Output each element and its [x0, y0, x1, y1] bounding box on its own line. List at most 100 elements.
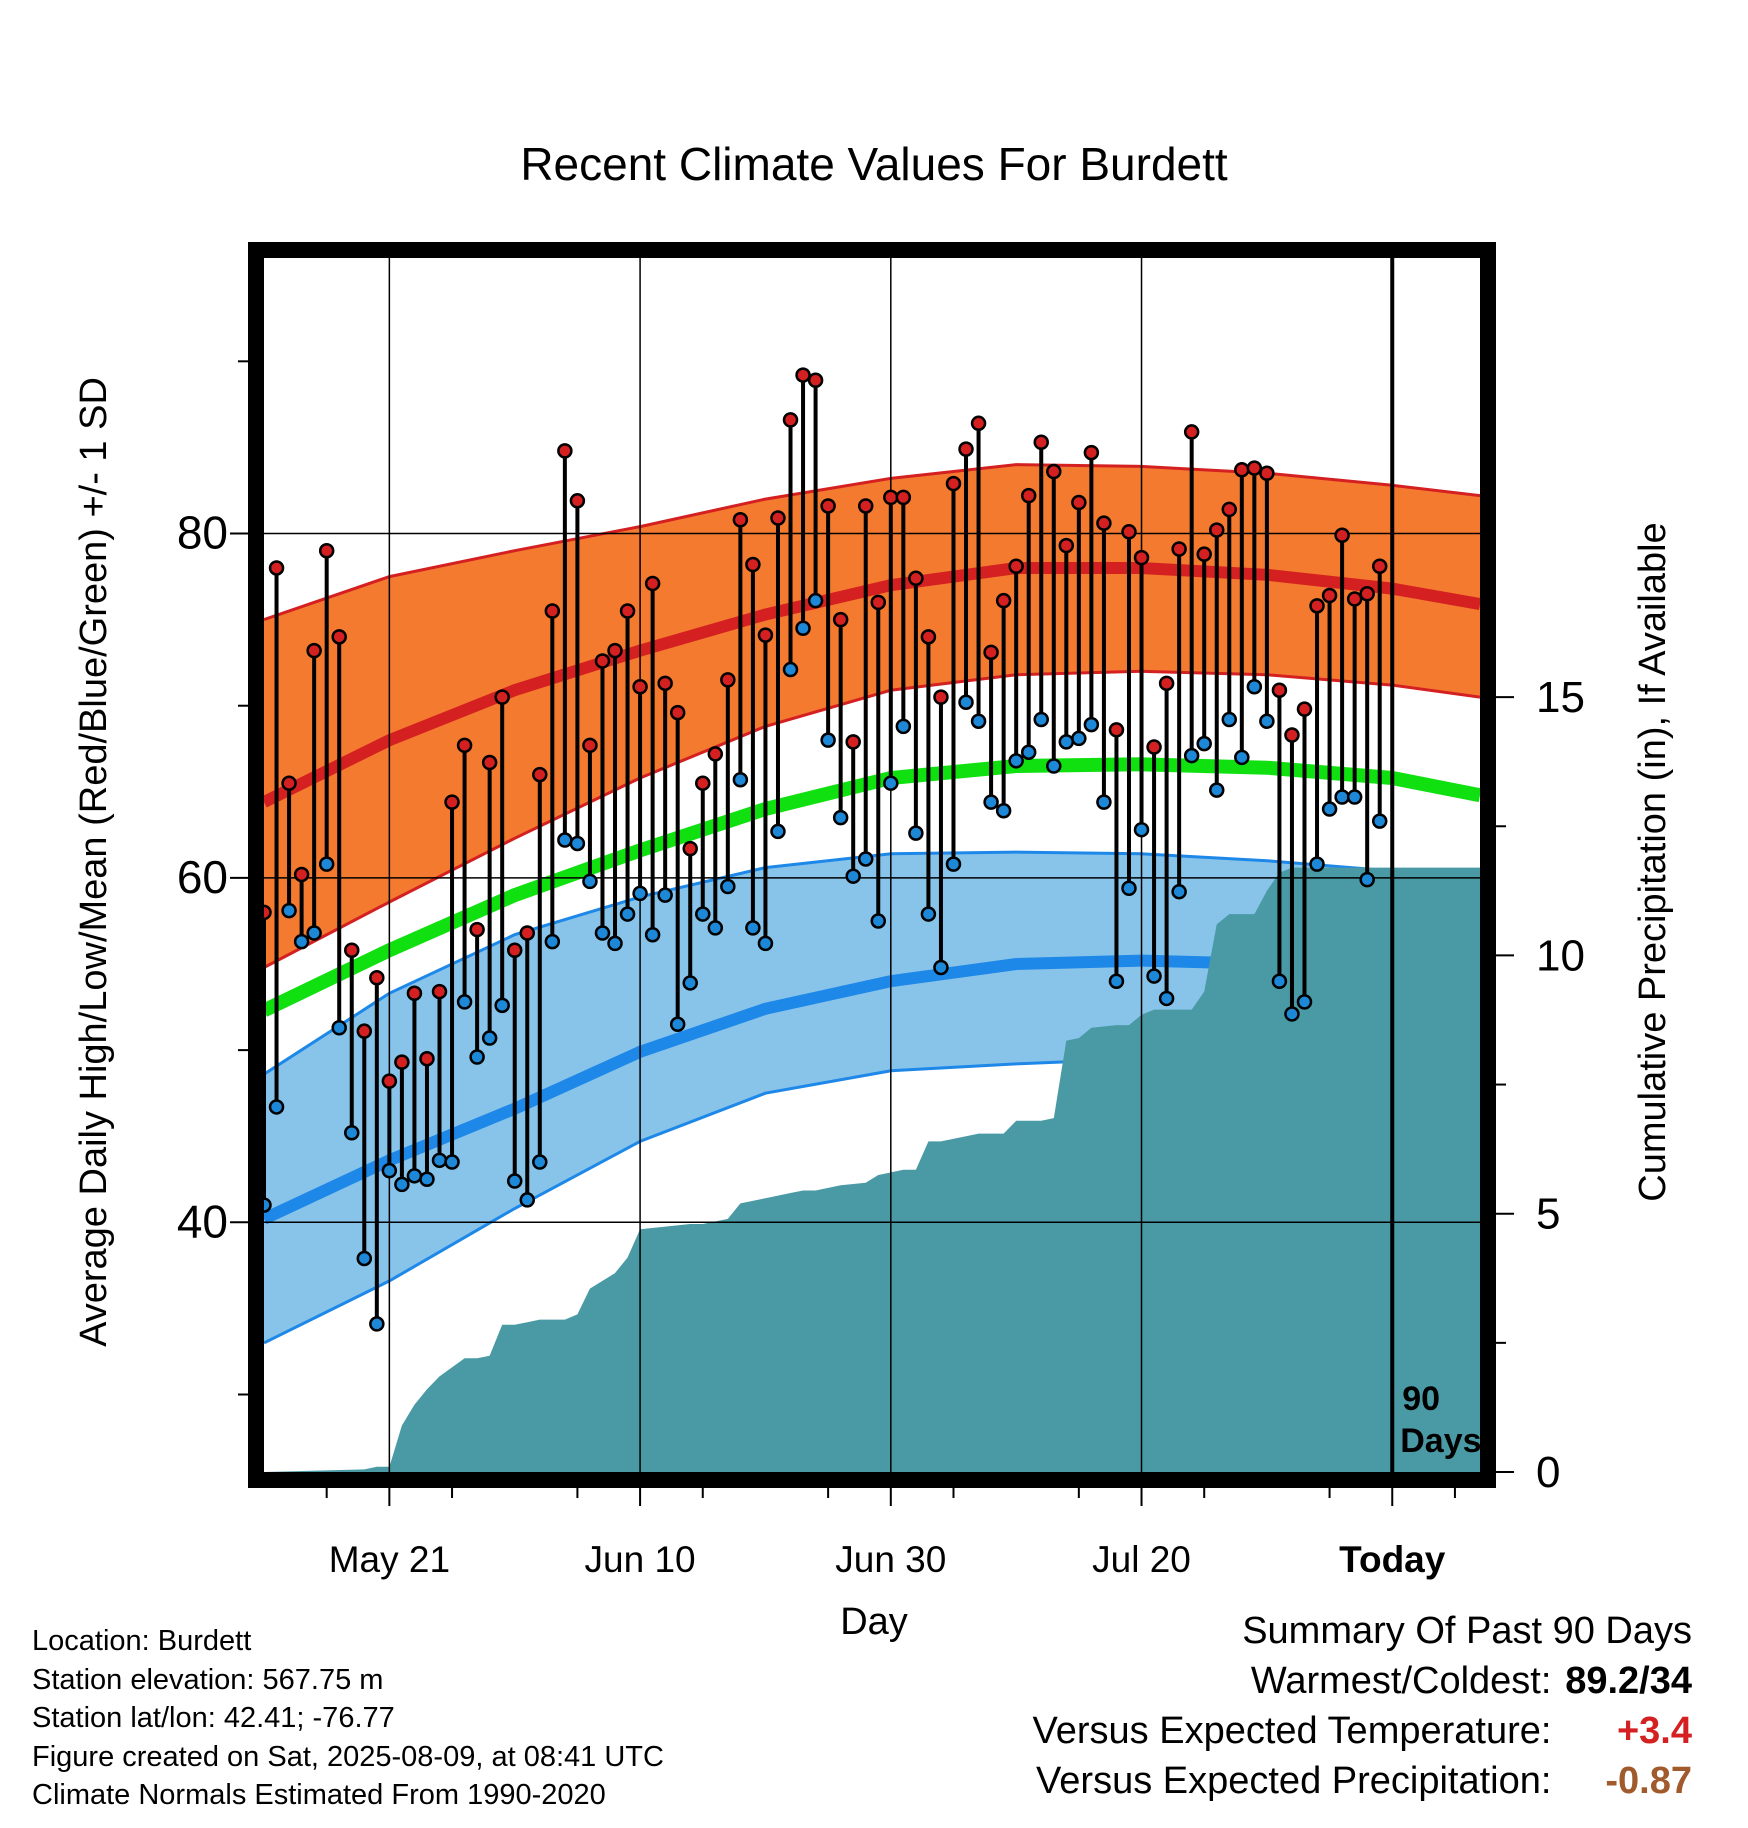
daily-low-point — [532, 1154, 548, 1170]
daily-low-point — [369, 1316, 385, 1332]
daily-high-point — [306, 642, 322, 659]
daily-low-point — [1083, 716, 1100, 733]
daily-high-point — [1046, 463, 1062, 480]
daily-high-point — [569, 493, 586, 509]
warmest-coldest-value: 89.2/34 — [1565, 1660, 1692, 1702]
daily-high-point — [1359, 586, 1375, 602]
daily-high-point — [444, 794, 460, 810]
summary-temp: Versus Expected Temperature: +3.4 — [1033, 1706, 1692, 1756]
daily-low-point — [1020, 744, 1037, 760]
daily-high-point — [494, 689, 510, 705]
daily-high-point — [1008, 558, 1024, 574]
daily-high-point — [1121, 524, 1137, 540]
daily-high-point — [1196, 546, 1212, 562]
daily-high-point — [481, 754, 498, 771]
y-tick-label: 80 — [177, 507, 228, 559]
daily-low-point — [770, 823, 786, 840]
created-line: Figure created on Sat, 2025-08-09, at 08… — [32, 1740, 664, 1773]
daily-low-point — [920, 906, 937, 922]
daily-high-point — [1146, 739, 1162, 755]
x-tick-label: Jun 30 — [835, 1539, 946, 1580]
daily-low-point — [707, 920, 724, 936]
daily-low-point — [1071, 730, 1087, 747]
low-sd-band — [264, 852, 1480, 1343]
daily-low-point — [845, 868, 861, 884]
station-info: Location: Burdett Station elevation: 567… — [32, 1622, 664, 1815]
daily-low-point — [264, 1197, 272, 1213]
daily-low-point — [331, 1019, 347, 1036]
daily-high-point — [293, 866, 310, 883]
daily-high-point — [820, 498, 836, 514]
daily-high-point — [870, 594, 887, 611]
daily-high-point — [318, 542, 335, 559]
normals-line: Climate Normals Estimated From 1990-2020 — [32, 1779, 606, 1811]
daily-high-point — [1371, 558, 1388, 574]
daily-high-point — [469, 921, 485, 938]
daily-low-point — [807, 592, 824, 609]
daily-low-point — [720, 878, 736, 895]
high-sd-band — [264, 464, 1480, 968]
daily-low-point — [1146, 968, 1162, 984]
daily-low-point — [870, 913, 887, 929]
daily-high-point — [1108, 722, 1125, 738]
daily-low-point — [1271, 973, 1288, 989]
y2-axis-label: Cumulative Precipitation (in), If Availa… — [1632, 522, 1674, 1201]
y-axis-label: Average Daily High/Low/Mean (Red/Blue/Gr… — [73, 377, 115, 1347]
daily-low-point — [832, 809, 849, 826]
daily-low-point — [1171, 883, 1187, 900]
daily-high-point — [532, 766, 548, 783]
daily-high-point — [669, 704, 686, 721]
daily-high-point — [264, 904, 272, 921]
daily-high-point — [720, 672, 736, 688]
daily-high-point — [1334, 527, 1350, 543]
daily-high-point — [682, 840, 698, 857]
daily-low-point — [732, 772, 749, 788]
daily-low-point — [444, 1154, 460, 1170]
daily-high-point — [732, 511, 749, 528]
daily-low-point — [1259, 713, 1275, 729]
daily-high-point — [920, 629, 937, 645]
daily-high-point — [770, 510, 786, 526]
daily-low-point — [293, 933, 310, 950]
daily-low-point — [394, 1176, 410, 1193]
daily-low-point — [494, 997, 510, 1014]
daily-low-point — [945, 856, 962, 872]
daily-low-point — [1196, 735, 1212, 752]
daily-low-point — [1309, 856, 1325, 872]
daily-low-point — [695, 906, 711, 922]
daily-high-point — [657, 675, 673, 692]
daily-high-point — [1296, 701, 1313, 717]
daily-high-point — [1221, 501, 1238, 518]
daily-high-point — [857, 498, 874, 514]
daily-high-point — [268, 560, 285, 576]
daily-low-point — [820, 732, 836, 748]
daily-high-point — [381, 1073, 398, 1089]
daily-high-point — [582, 737, 598, 754]
daily-low-point — [970, 713, 987, 729]
daily-low-point — [469, 1049, 485, 1065]
daily-low-point — [619, 906, 636, 922]
daily-low-point — [306, 925, 322, 941]
latlon-line: Station lat/lon: 42.41; -76.77 — [32, 1702, 395, 1734]
daily-high-point — [619, 603, 636, 619]
daily-low-point — [1221, 711, 1238, 728]
daily-high-point — [1033, 434, 1049, 451]
daily-high-point — [795, 367, 811, 383]
daily-low-point — [757, 935, 774, 952]
daily-high-point — [983, 644, 999, 661]
daily-high-point — [1158, 675, 1175, 692]
daily-low-point — [1046, 758, 1062, 774]
daily-high-point — [419, 1050, 435, 1067]
daily-low-point — [895, 718, 912, 735]
daily-low-point — [995, 803, 1012, 819]
daily-high-point — [757, 627, 774, 643]
daily-low-point — [1158, 990, 1175, 1007]
daily-low-point — [983, 794, 999, 810]
daily-low-point — [682, 975, 698, 991]
daily-high-point — [1346, 591, 1363, 607]
plot-clipped-group: 90 Days — [264, 258, 1480, 1472]
daily-high-point — [1246, 460, 1263, 476]
daily-low-point — [1208, 782, 1225, 798]
daily-high-point — [519, 925, 536, 941]
plot-frame — [248, 242, 1496, 1488]
